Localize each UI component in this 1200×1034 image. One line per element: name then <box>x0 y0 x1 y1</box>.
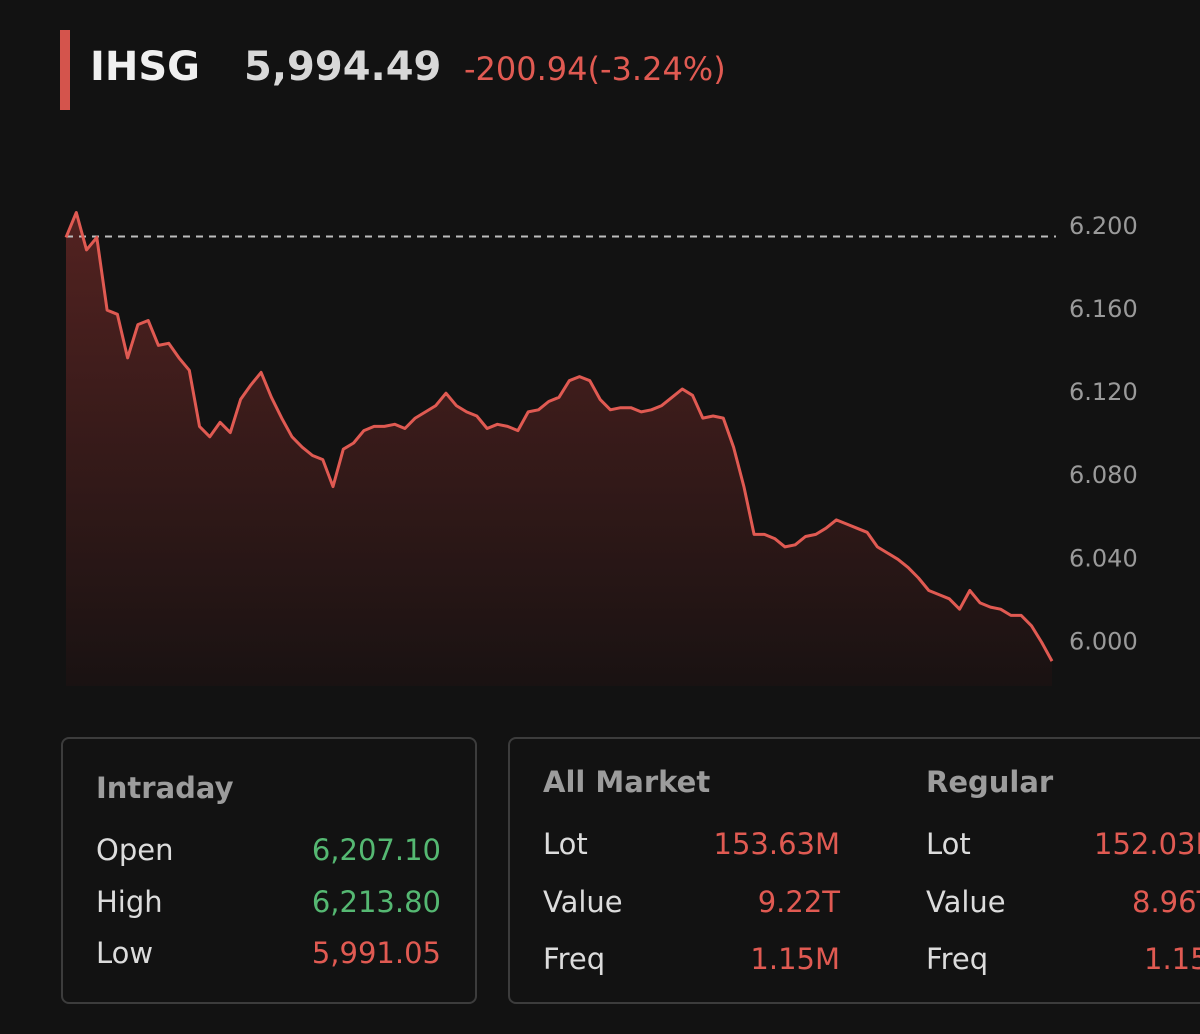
row-value: 153.63M <box>713 827 841 861</box>
row-label: Lot <box>543 827 588 861</box>
area <box>66 212 1052 686</box>
row-label: Value <box>926 885 1006 919</box>
row-value: 8.96T <box>1132 885 1200 919</box>
row-label: Freq <box>926 942 989 976</box>
y-tick-label: 6.120 <box>1069 378 1138 406</box>
y-tick-label: 6.040 <box>1069 544 1138 572</box>
y-tick-label: 6.160 <box>1069 295 1138 323</box>
row-label: Lot <box>926 827 971 861</box>
row-label: Open <box>96 833 174 867</box>
y-tick-label: 6.200 <box>1069 212 1138 240</box>
row-label: Value <box>543 885 623 919</box>
y-tick-label: 6.080 <box>1069 461 1138 489</box>
row-label: Low <box>96 936 154 970</box>
price-line <box>64 211 1054 662</box>
row-label: Freq <box>543 942 606 976</box>
y-tick-label: 6.000 <box>1069 627 1138 655</box>
chart: 6.000 6.040 6.080 6.120 6.160 6.200 <box>64 211 1138 686</box>
row-value: 6,207.10 <box>311 833 441 867</box>
panel-title: Intraday <box>96 771 234 805</box>
row-value: 9.22T <box>757 885 840 919</box>
ticker: IHSG <box>90 44 200 90</box>
row-label: High <box>96 885 163 919</box>
row-value: 1.15M <box>1144 942 1200 976</box>
price: 5,994.49 <box>244 44 442 90</box>
row-value: 1.15M <box>750 942 840 976</box>
row-value: 6,213.80 <box>311 885 441 919</box>
accent-bar <box>60 30 70 110</box>
row-value: 5,991.05 <box>311 936 441 970</box>
intraday-panel: Intraday Open 6,207.10 High 6,213.80 Low… <box>61 737 477 1004</box>
volume-panel: All Market Lot 153.63M Value 9.22T Freq … <box>508 737 1200 1004</box>
panel-title: Regular <box>926 765 1054 799</box>
price-change: -200.94(-3.24%) <box>464 50 726 88</box>
row-value: 152.03M <box>1094 827 1200 861</box>
panel-title: All Market <box>543 765 711 799</box>
